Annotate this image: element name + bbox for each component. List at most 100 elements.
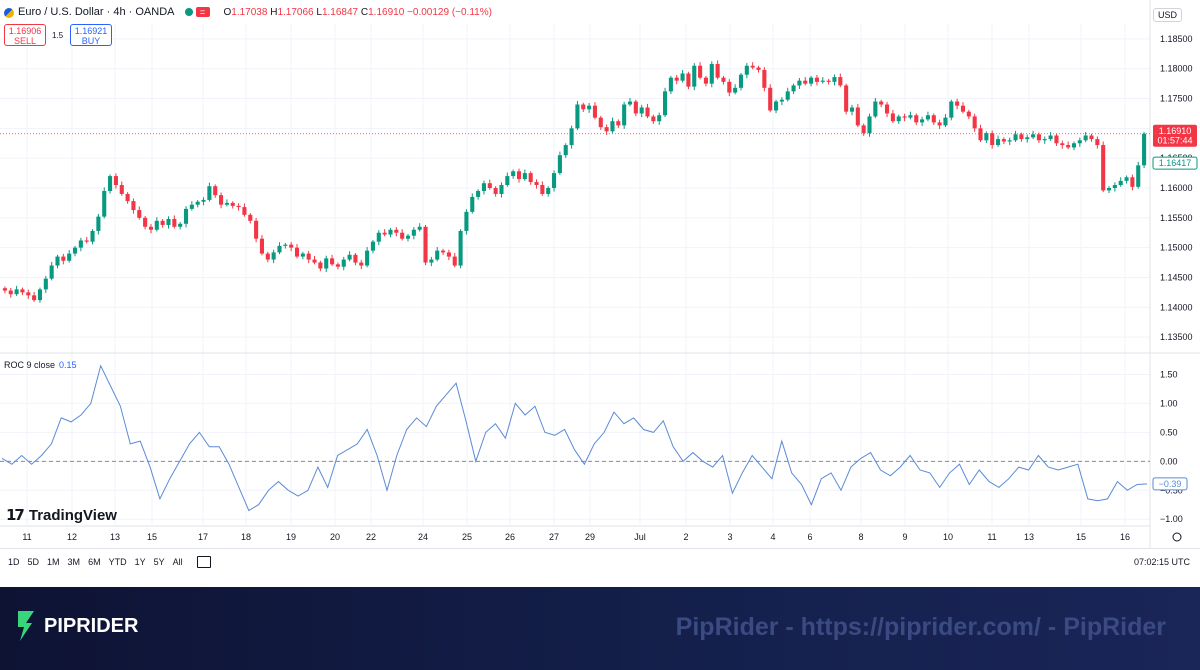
range-button-5y[interactable]: 5Y	[153, 557, 165, 567]
candle-down	[493, 188, 498, 194]
candle-up	[43, 278, 48, 290]
time-tick-label: 22	[366, 532, 376, 542]
currency-selector[interactable]: USD	[1152, 8, 1182, 22]
candle-up	[189, 204, 194, 209]
candle-up	[820, 80, 825, 82]
candle-up	[832, 77, 837, 82]
candle-up	[37, 289, 43, 301]
candle-down	[727, 81, 732, 93]
candle-down	[382, 232, 387, 235]
candle-down	[902, 116, 907, 118]
candle-up	[429, 259, 434, 263]
brand-name: PIPRIDER	[44, 614, 139, 637]
chart-area[interactable]: 1.185001.180001.175001.170001.165001.160…	[0, 0, 1200, 587]
tradingview-logo[interactable]: 𝟭𝟳 TradingView	[6, 506, 117, 525]
candle-down	[113, 176, 118, 186]
symbol-title[interactable]: Euro / U.S. Dollar · 4h · OANDA	[18, 6, 175, 18]
candle-down	[353, 254, 358, 263]
candle-down	[972, 116, 977, 129]
buy-button[interactable]: 1.16921 BUY	[70, 24, 112, 46]
range-toolbar: 1D 5D 1M 3M 6M YTD 1Y 5Y All 07:02:15 UTC	[0, 548, 1200, 575]
utc-clock[interactable]: 07:02:15 UTC	[1133, 557, 1190, 567]
range-button-1m[interactable]: 1M	[47, 557, 60, 567]
time-tick-label: 3	[727, 532, 732, 542]
roc-last-label: −0.39	[1159, 479, 1182, 489]
candle-down	[20, 289, 25, 293]
roc-legend[interactable]: ROC 9 close 0.15	[4, 360, 77, 370]
time-tick-label: 15	[1076, 532, 1086, 542]
candle-up	[201, 199, 206, 202]
candle-down	[119, 185, 124, 194]
candle-down	[84, 240, 89, 242]
candle-down	[1060, 143, 1065, 146]
time-tick-label: 8	[858, 532, 863, 542]
calendar-icon[interactable]	[196, 556, 211, 568]
candle-down	[581, 104, 586, 110]
candle-up	[476, 190, 481, 197]
candle-up	[639, 107, 644, 114]
candle-up	[1118, 180, 1123, 186]
candle-down	[236, 205, 241, 208]
piprider-footer: PIPRIDER PipRider - https://piprider.com…	[0, 587, 1200, 670]
candle-up	[1031, 134, 1036, 138]
candle-down	[1001, 139, 1006, 142]
range-button-1y[interactable]: 1Y	[134, 557, 146, 567]
candle-up	[557, 155, 562, 174]
range-button-1d[interactable]: 1D	[8, 557, 20, 567]
time-tick-label: 18	[241, 532, 251, 542]
piprider-logo-icon	[18, 611, 34, 641]
candle-up	[896, 116, 901, 122]
sell-button[interactable]: 1.16906 SELL	[4, 24, 46, 46]
change-value: −0.00129 (−0.11%)	[407, 6, 492, 18]
range-button-3m[interactable]: 3M	[67, 557, 81, 567]
range-button-6m[interactable]: 6M	[88, 557, 101, 567]
candle-down	[289, 244, 294, 248]
candle-down	[61, 256, 66, 261]
candle-down	[137, 210, 142, 218]
candle-up	[873, 101, 878, 117]
range-button-all[interactable]: All	[172, 557, 183, 567]
candle-down	[633, 101, 638, 114]
candle-down	[254, 220, 259, 239]
candle-down	[598, 117, 603, 128]
time-tick-label: 2	[683, 532, 688, 542]
candle-up	[388, 229, 393, 235]
candle-up	[300, 253, 305, 257]
candle-up	[627, 101, 633, 105]
equals-icon[interactable]: =	[195, 7, 210, 17]
candle-up	[178, 223, 183, 227]
candle-up	[481, 183, 486, 191]
eur-usd-flag-icon	[4, 8, 14, 18]
candle-down	[32, 295, 37, 301]
range-button-5d[interactable]: 5D	[27, 557, 40, 567]
tradingview-mark-icon: 𝟭𝟳	[6, 507, 25, 524]
candle-down	[143, 217, 148, 227]
candle-down	[359, 262, 364, 266]
symbol-header: Euro / U.S. Dollar · 4h · OANDA = O1.170…	[0, 0, 492, 24]
buy-label: BUY	[81, 36, 101, 46]
last-price-badge	[1153, 124, 1197, 147]
candle-up	[341, 259, 346, 267]
watermark-text: PipRider - https://piprider.com/ - PipRi…	[675, 613, 1166, 641]
price-tick-label: 1.15000	[1160, 243, 1193, 253]
candle-down	[540, 185, 545, 194]
time-tick-label: 11	[987, 532, 996, 542]
chart-svg[interactable]: 1.185001.180001.175001.170001.165001.160…	[0, 0, 1200, 587]
candle-down	[978, 128, 983, 141]
range-button-ytd[interactable]: YTD	[108, 557, 127, 567]
candle-up	[365, 250, 370, 266]
candle-down	[838, 77, 843, 86]
roc-tick-label: 0.00	[1160, 456, 1178, 466]
candle-up	[610, 121, 615, 132]
roc-last-badge	[1152, 477, 1188, 491]
candle-up	[709, 63, 714, 84]
roc-tick-label: 1.50	[1160, 369, 1178, 379]
candle-down	[2, 288, 7, 291]
candle-down	[1066, 145, 1071, 148]
candle-down	[528, 173, 533, 183]
sell-price: 1.16906	[8, 26, 42, 36]
price-tick-label: 1.14000	[1160, 302, 1193, 312]
price-tick-label: 1.15500	[1160, 213, 1193, 223]
candle-down	[1036, 134, 1041, 141]
candle-up	[417, 226, 422, 230]
